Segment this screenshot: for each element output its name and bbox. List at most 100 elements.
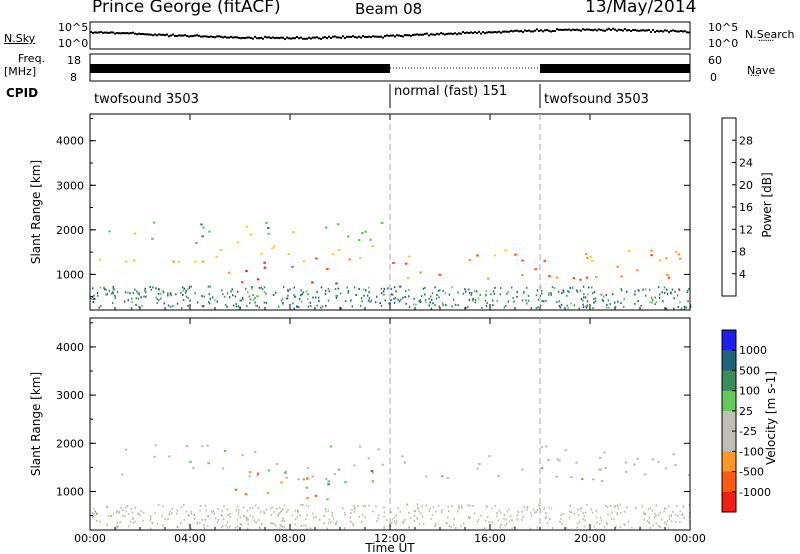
scatter-point	[523, 291, 525, 293]
power-ytick-label: 1000	[56, 268, 84, 281]
scatter-point	[302, 504, 304, 506]
noise-point	[610, 29, 612, 31]
noise-point	[108, 31, 110, 34]
scatter-point	[546, 521, 549, 524]
scatter-point	[300, 503, 302, 506]
scatter-point	[122, 514, 124, 517]
scatter-point	[593, 297, 595, 300]
beam-label: Beam 08	[355, 0, 423, 18]
scatter-point	[393, 520, 396, 523]
noise-point	[574, 29, 576, 31]
scatter-point	[666, 520, 669, 523]
scatter-point	[582, 306, 585, 309]
scatter-point	[470, 293, 473, 296]
scatter-point	[465, 306, 467, 309]
scatter-point	[158, 299, 160, 302]
scatter-point	[413, 303, 415, 306]
noise-point	[498, 30, 500, 33]
scatter-point	[133, 232, 137, 235]
noise-point	[258, 37, 260, 40]
noise-point	[344, 37, 346, 39]
scatter-point	[408, 526, 410, 529]
scatter-point	[344, 300, 347, 302]
scatter-point	[497, 474, 500, 477]
scatter-point	[511, 286, 513, 289]
scatter-point	[167, 304, 170, 307]
scatter-point	[229, 512, 231, 515]
noise-point	[202, 35, 204, 38]
scatter-point	[509, 515, 512, 518]
scatter-point	[647, 508, 650, 510]
scatter-point	[677, 253, 681, 256]
noise-point	[326, 37, 328, 40]
scatter-point	[432, 505, 435, 508]
scatter-point	[244, 493, 248, 496]
scatter-point	[249, 507, 251, 510]
scatter-point	[232, 304, 235, 307]
velocity-colorbar-tick-label: 25	[739, 405, 753, 418]
scatter-point	[678, 289, 681, 292]
scatter-point	[422, 287, 425, 290]
scatter-point	[485, 519, 487, 522]
scatter-point	[428, 297, 430, 300]
scatter-point	[190, 510, 192, 513]
scatter-point	[534, 268, 537, 271]
scatter-point	[223, 505, 225, 507]
scatter-point	[97, 294, 99, 297]
scatter-point	[140, 510, 142, 513]
scatter-point	[583, 296, 585, 299]
scatter-point	[229, 515, 231, 518]
scatter-point	[434, 286, 436, 289]
scatter-point	[480, 514, 482, 517]
scatter-point	[537, 306, 539, 309]
scatter-point	[494, 286, 496, 289]
scatter-point	[530, 307, 533, 310]
scatter-point	[405, 262, 408, 265]
scatter-point	[609, 303, 611, 306]
scatter-point	[418, 300, 420, 303]
scatter-point	[663, 510, 665, 513]
noise-point	[418, 33, 420, 36]
scatter-point	[476, 254, 479, 257]
noise-point	[226, 36, 228, 39]
scatter-point	[521, 519, 523, 521]
scatter-point	[234, 488, 238, 491]
scatter-point	[511, 519, 513, 522]
scatter-point	[120, 473, 124, 476]
scatter-point	[499, 293, 501, 296]
velocity-ytick-label: 4000	[56, 341, 84, 354]
scatter-point	[254, 301, 256, 304]
noise-point	[620, 28, 622, 31]
scatter-point	[406, 503, 408, 506]
scatter-point	[169, 292, 172, 295]
scatter-point	[473, 512, 476, 515]
scatter-point	[649, 507, 652, 510]
scatter-point	[292, 302, 294, 305]
scatter-point	[637, 300, 639, 302]
scatter-point	[598, 468, 601, 471]
scatter-point	[670, 520, 673, 523]
scatter-point	[332, 517, 335, 520]
scatter-point	[435, 297, 438, 300]
scatter-point	[230, 290, 232, 293]
scatter-point	[187, 514, 190, 517]
scatter-point	[675, 251, 678, 253]
scatter-point	[337, 468, 341, 471]
noise-point	[436, 32, 438, 35]
scatter-point	[279, 506, 281, 509]
noise-point	[178, 34, 180, 37]
noise-point	[102, 31, 104, 34]
noise-point	[424, 32, 426, 35]
scatter-point	[132, 292, 134, 294]
scatter-point	[580, 507, 583, 509]
scatter-point	[93, 298, 96, 300]
scatter-point	[576, 526, 578, 529]
scatter-point	[483, 527, 486, 529]
scatter-point	[679, 257, 682, 260]
scatter-point	[187, 288, 189, 291]
scatter-point	[188, 285, 191, 288]
scatter-point	[585, 276, 589, 279]
scatter-point	[91, 516, 94, 519]
scatter-point	[170, 512, 173, 515]
power-ytick-label: 3000	[56, 179, 84, 192]
